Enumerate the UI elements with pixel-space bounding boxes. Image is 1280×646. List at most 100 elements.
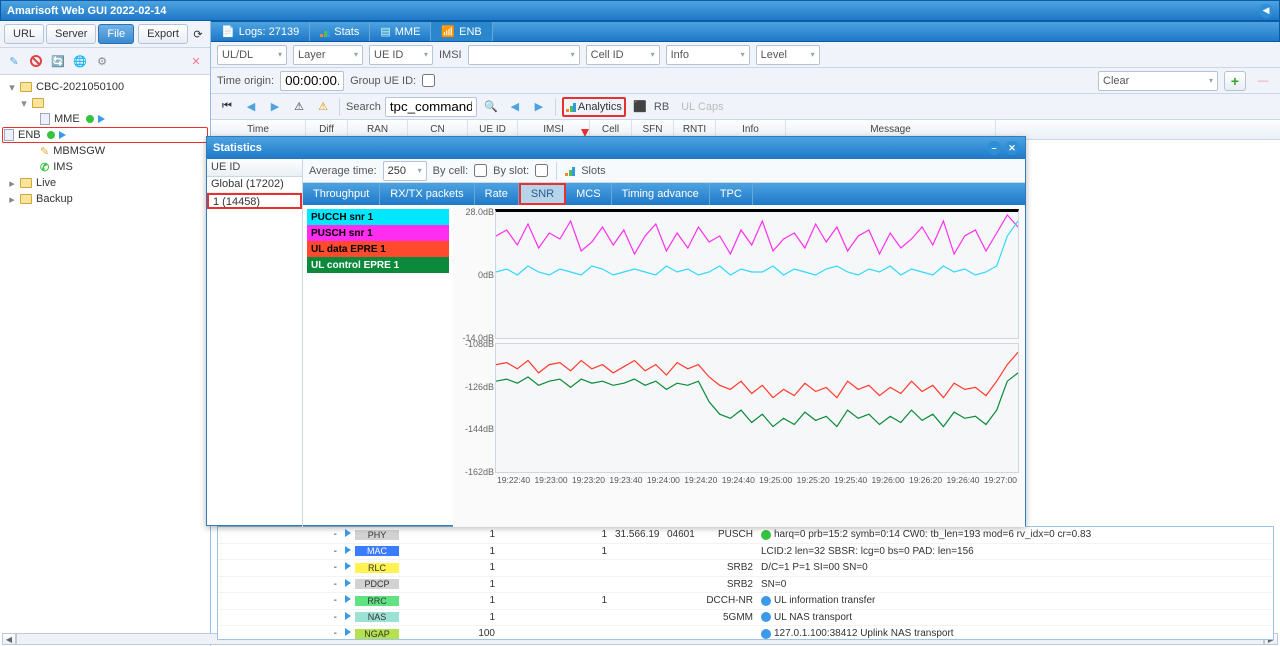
tab-mme[interactable]: ▤MME bbox=[370, 22, 431, 41]
statistics-window: Statistics – ✕ UE ID Global (17202) 1 (1… bbox=[206, 136, 1026, 526]
tree-mme[interactable]: MME bbox=[2, 111, 208, 127]
tree-mbmsgw[interactable]: ✎MBMSGW bbox=[2, 143, 208, 159]
rb-label[interactable]: RB bbox=[654, 101, 669, 113]
log-row[interactable]: -NGAP100127.0.1.100:38412 Uplink NAS tra… bbox=[218, 626, 1273, 640]
chart-area: 28.0dB0dB-14.0dB -108dB-126dB-144dB-162d… bbox=[453, 205, 1025, 527]
stats-avg-row: Average time: 250▾ By cell: By slot: Slo… bbox=[303, 159, 1025, 183]
legend-item: PUCCH snr 1 bbox=[307, 209, 449, 225]
left-toolbar-1: URL Server File Export ⟳ bbox=[0, 21, 210, 48]
stats-ue-header: UE ID bbox=[207, 159, 302, 177]
clear-combo[interactable]: Clear▾ bbox=[1098, 71, 1218, 91]
filter-row-2: Time origin: Group UE ID: Clear▾ + — bbox=[211, 68, 1280, 94]
prev-icon[interactable]: ◀ bbox=[241, 97, 261, 117]
avg-time-combo[interactable]: 250▾ bbox=[383, 161, 427, 181]
stat-tab-timing-advance[interactable]: Timing advance bbox=[612, 183, 710, 205]
collapse-left-icon[interactable]: ◀ bbox=[1259, 4, 1273, 18]
tree-root[interactable]: ▾CBC-2021050100 bbox=[2, 79, 208, 95]
tree-enb[interactable]: ENB bbox=[2, 127, 208, 143]
tab-logs[interactable]: 📄Logs: 27139 bbox=[211, 22, 310, 41]
tree-sub[interactable]: ▾ bbox=[2, 95, 208, 111]
stat-tab-tpc[interactable]: TPC bbox=[710, 183, 753, 205]
tab-stats[interactable]: Stats bbox=[310, 22, 370, 41]
rb-icon[interactable]: ⬛ bbox=[630, 97, 650, 117]
ueid-combo[interactable]: UE ID▾ bbox=[369, 45, 433, 65]
imsi-label: IMSI bbox=[439, 49, 462, 61]
binoculars-icon[interactable]: 🔍 bbox=[481, 97, 501, 117]
search-next-icon[interactable]: ▶ bbox=[529, 97, 549, 117]
slots-label[interactable]: Slots bbox=[581, 165, 605, 177]
chart-bottom: -108dB-126dB-144dB-162dB bbox=[495, 343, 1019, 473]
nav-row: ⏮ ◀ ▶ ⚠ ⚠ Search 🔍 ◀ ▶ Analytics ⬛RB UL … bbox=[211, 94, 1280, 120]
slots-icon bbox=[565, 166, 575, 176]
server-button[interactable]: Server bbox=[46, 24, 96, 44]
stat-tab-snr[interactable]: SNR bbox=[519, 183, 566, 205]
stat-tab-rate[interactable]: Rate bbox=[475, 183, 519, 205]
time-origin-input[interactable] bbox=[280, 71, 344, 91]
chart-xticks: 19:22:4019:23:0019:23:2019:23:4019:24:00… bbox=[495, 475, 1019, 485]
uldl-combo[interactable]: UL/DL▾ bbox=[217, 45, 287, 65]
legend-item: PUSCH snr 1 bbox=[307, 225, 449, 241]
next-icon[interactable]: ▶ bbox=[265, 97, 285, 117]
info-combo[interactable]: Info▾ bbox=[666, 45, 750, 65]
tree-backup[interactable]: ▸Backup bbox=[2, 191, 208, 207]
stats-close-icon[interactable]: ✕ bbox=[1005, 141, 1019, 155]
level-combo[interactable]: Level▾ bbox=[756, 45, 820, 65]
first-icon[interactable]: ⏮ bbox=[217, 97, 237, 117]
log-row[interactable]: -RRC11DCCH-NRUL information transfer bbox=[218, 593, 1273, 610]
search-prev-icon[interactable]: ◀ bbox=[505, 97, 525, 117]
gear-icon[interactable]: ⚙ bbox=[92, 51, 112, 71]
block-icon[interactable] bbox=[26, 51, 46, 71]
bycell-checkbox[interactable] bbox=[474, 164, 487, 177]
file-button[interactable]: File bbox=[98, 24, 134, 44]
stats-row-global[interactable]: Global (17202) bbox=[207, 177, 302, 193]
app-header: Amarisoft Web GUI 2022-02-14 ◀ bbox=[0, 0, 1280, 21]
search-input[interactable] bbox=[385, 97, 477, 117]
layer-combo[interactable]: Layer▾ bbox=[293, 45, 363, 65]
group-ueid-checkbox[interactable] bbox=[422, 74, 435, 87]
log-grid: -PHY1131.566.1904601PUSCHharq=0 prb=15:2… bbox=[217, 526, 1274, 640]
stat-tab-rx-tx-packets[interactable]: RX/TX packets bbox=[380, 183, 474, 205]
url-button[interactable]: URL bbox=[4, 24, 44, 44]
stats-tab-strip: ThroughputRX/TX packetsRateSNRMCSTiming … bbox=[303, 183, 1025, 205]
refresh-icon[interactable]: ⟳ bbox=[190, 24, 206, 44]
stat-tab-throughput[interactable]: Throughput bbox=[303, 183, 380, 205]
byslot-checkbox[interactable] bbox=[535, 164, 548, 177]
warn2-icon[interactable]: ⚠ bbox=[313, 97, 333, 117]
analytics-button[interactable]: Analytics bbox=[562, 97, 626, 117]
add-filter-button[interactable]: + bbox=[1224, 71, 1246, 91]
cellid-combo[interactable]: Cell ID▾ bbox=[586, 45, 660, 65]
chart-top: 28.0dB0dB-14.0dB bbox=[495, 209, 1019, 339]
warn-icon[interactable]: ⚠ bbox=[289, 97, 309, 117]
stat-tab-mcs[interactable]: MCS bbox=[566, 183, 611, 205]
tree-ims[interactable]: ✆IMS bbox=[2, 159, 208, 175]
log-row[interactable]: -RLC1SRB2D/C=1 P=1 SI=00 SN=0 bbox=[218, 560, 1273, 577]
right-panel: 📄Logs: 27139 Stats ▤MME 📶ENB UL/DL▾ Laye… bbox=[211, 21, 1280, 646]
tab-enb[interactable]: 📶ENB bbox=[431, 22, 492, 41]
log-row[interactable]: -NAS15GMMUL NAS transport bbox=[218, 610, 1273, 627]
wand-icon[interactable]: ✎ bbox=[4, 51, 24, 71]
reload-icon[interactable]: 🔄 bbox=[48, 51, 68, 71]
tree: ▾CBC-2021050100 ▾ MME ENB ✎MBMSGW ✆IMS ▸… bbox=[0, 75, 210, 646]
filter-row-1: UL/DL▾ Layer▾ UE ID▾ IMSI ▾ Cell ID▾ Inf… bbox=[211, 42, 1280, 68]
log-row[interactable]: -PDCP1SRB2SN=0 bbox=[218, 577, 1273, 594]
stats-minimize-icon[interactable]: – bbox=[987, 141, 1001, 155]
log-row[interactable]: -MAC11LCID:2 len=32 SBSR: lcg=0 bs=0 PAD… bbox=[218, 544, 1273, 561]
log-row[interactable]: -PHY1131.566.1904601PUSCHharq=0 prb=15:2… bbox=[218, 527, 1273, 544]
imsi-combo[interactable]: ▾ bbox=[468, 45, 580, 65]
chart-legend: PUCCH snr 1PUSCH snr 1UL data EPRE 1UL c… bbox=[303, 205, 453, 527]
statistics-titlebar[interactable]: Statistics – ✕ bbox=[207, 137, 1025, 159]
statistics-title: Statistics bbox=[213, 142, 262, 154]
close-toolbar-icon[interactable]: ✕ bbox=[186, 51, 206, 71]
avg-time-label: Average time: bbox=[309, 165, 377, 177]
analytics-icon bbox=[566, 102, 576, 112]
byslot-label: By slot: bbox=[493, 165, 529, 177]
export-button[interactable]: Export bbox=[138, 24, 188, 44]
tree-live[interactable]: ▸Live bbox=[2, 175, 208, 191]
app-title: Amarisoft Web GUI 2022-02-14 bbox=[7, 5, 1259, 17]
stats-row-1[interactable]: 1 (14458) bbox=[207, 193, 302, 209]
globe-icon[interactable]: 🌐 bbox=[70, 51, 90, 71]
ulcaps-label: UL Caps bbox=[681, 101, 723, 113]
tab-strip: 📄Logs: 27139 Stats ▤MME 📶ENB bbox=[211, 21, 1280, 42]
remove-filter-button[interactable]: — bbox=[1252, 71, 1274, 91]
time-origin-label: Time origin: bbox=[217, 75, 274, 87]
